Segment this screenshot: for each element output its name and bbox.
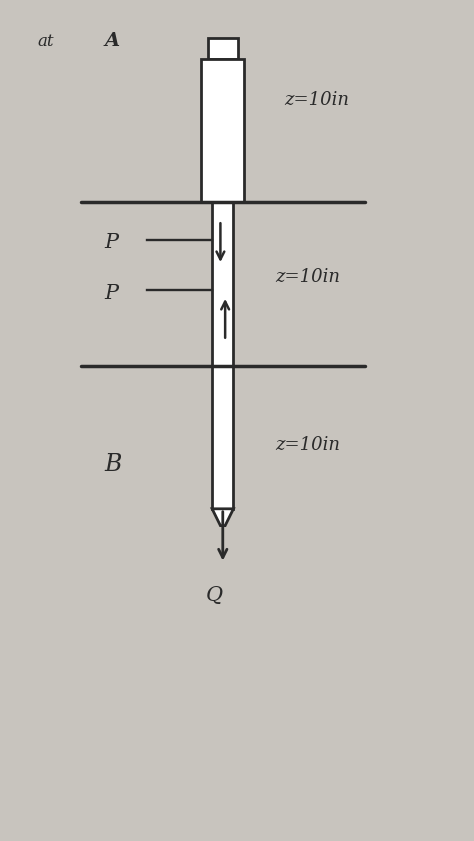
Text: z=10in: z=10in: [275, 267, 340, 286]
Polygon shape: [212, 509, 233, 526]
Text: z=10in: z=10in: [284, 91, 349, 109]
Text: P: P: [104, 233, 118, 252]
Bar: [212, 366, 233, 509]
Bar: [212, 202, 233, 366]
Text: B: B: [104, 453, 122, 476]
Bar: [201, 59, 244, 202]
Bar: [208, 38, 237, 59]
Text: z=10in: z=10in: [275, 436, 340, 454]
Text: Q: Q: [206, 586, 223, 606]
Text: A: A: [104, 32, 119, 50]
Text: at: at: [38, 34, 55, 50]
Text: P: P: [104, 283, 118, 303]
